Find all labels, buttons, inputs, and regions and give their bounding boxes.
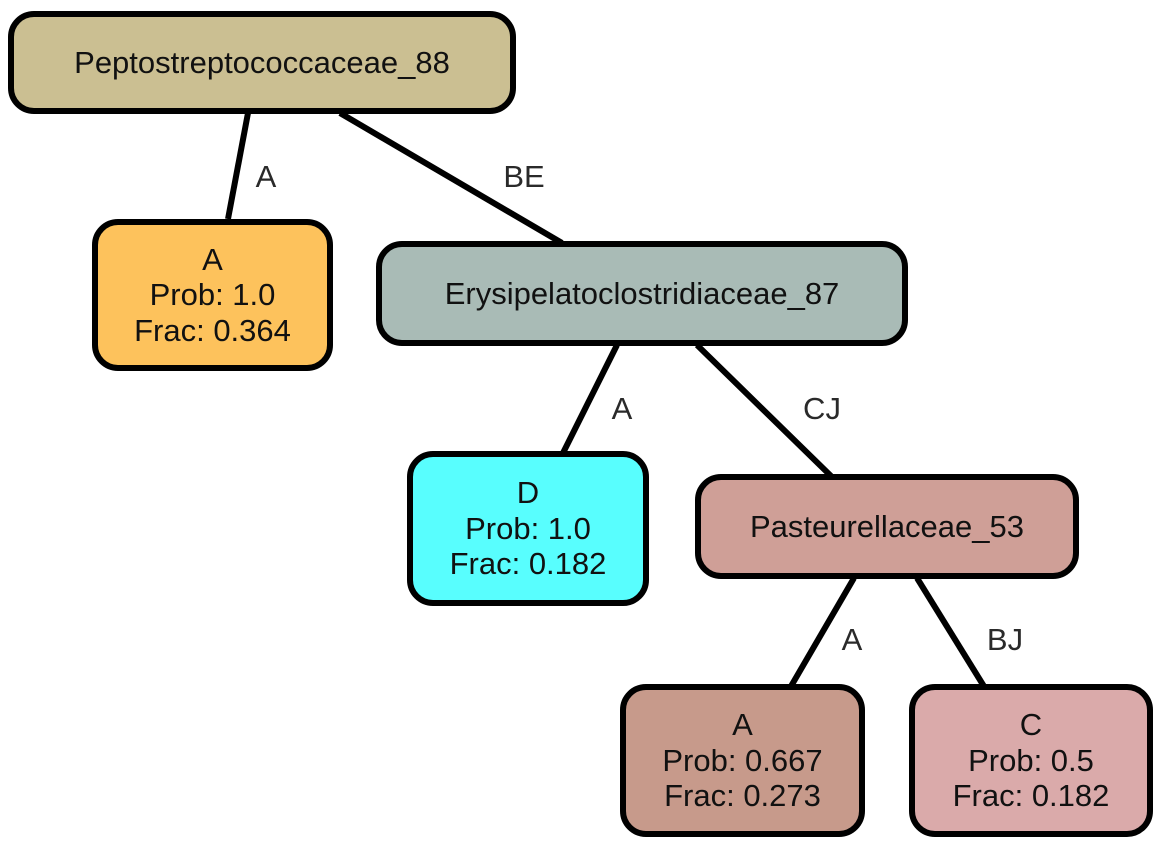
edge-label: A — [255, 159, 277, 194]
leaf-frac: Frac: 0.182 — [449, 546, 607, 582]
node-title: Pasteurellaceae_53 — [749, 508, 1025, 544]
edge-erysipelatoclostridiaceae-to-d — [560, 343, 620, 455]
leaf-frac: Frac: 0.182 — [952, 778, 1110, 814]
leaf-class: A — [202, 241, 223, 277]
leaf-d: D Prob: 1.0 Frac: 0.182 — [407, 451, 649, 606]
node-erysipelatoclostridiaceae: Erysipelatoclostridiaceae_87 — [376, 241, 908, 346]
edge-label: CJ — [803, 391, 841, 426]
edge-label: BE — [503, 159, 545, 194]
leaf-c: C Prob: 0.5 Frac: 0.182 — [909, 684, 1153, 837]
leaf-prob: Prob: 1.0 — [149, 277, 276, 313]
edge-pasteurellaceae-to-c — [914, 576, 988, 690]
edge-label: A — [611, 391, 633, 426]
leaf-frac: Frac: 0.273 — [664, 778, 821, 814]
edge-pasteurellaceae-to-a — [787, 576, 857, 690]
leaf-class: D — [516, 475, 540, 511]
leaf-a-1: A Prob: 1.0 Frac: 0.364 — [92, 219, 333, 371]
leaf-a-2: A Prob: 0.667 Frac: 0.273 — [620, 684, 865, 837]
node-title: Erysipelatoclostridiaceae_87 — [444, 275, 840, 311]
leaf-prob: Prob: 0.667 — [662, 742, 823, 778]
node-peptostreptococcaceae: Peptostreptococcaceae_88 — [8, 11, 516, 114]
leaf-prob: Prob: 1.0 — [465, 510, 591, 546]
leaf-prob: Prob: 0.5 — [968, 742, 1094, 778]
node-title: Peptostreptococcaceae_88 — [74, 44, 450, 80]
leaf-class: A — [732, 707, 753, 743]
edge-erysipelatoclostridiaceae-to-pasteurellaceae — [694, 342, 834, 479]
leaf-class: C — [1019, 707, 1043, 743]
edge-label: BJ — [986, 622, 1024, 657]
edge-root-to-erysipelatoclostridiaceae — [338, 110, 564, 246]
leaf-frac: Frac: 0.364 — [134, 312, 291, 348]
edge-label: A — [841, 622, 863, 657]
node-pasteurellaceae: Pasteurellaceae_53 — [695, 474, 1079, 579]
edge-root-to-a — [225, 112, 251, 220]
